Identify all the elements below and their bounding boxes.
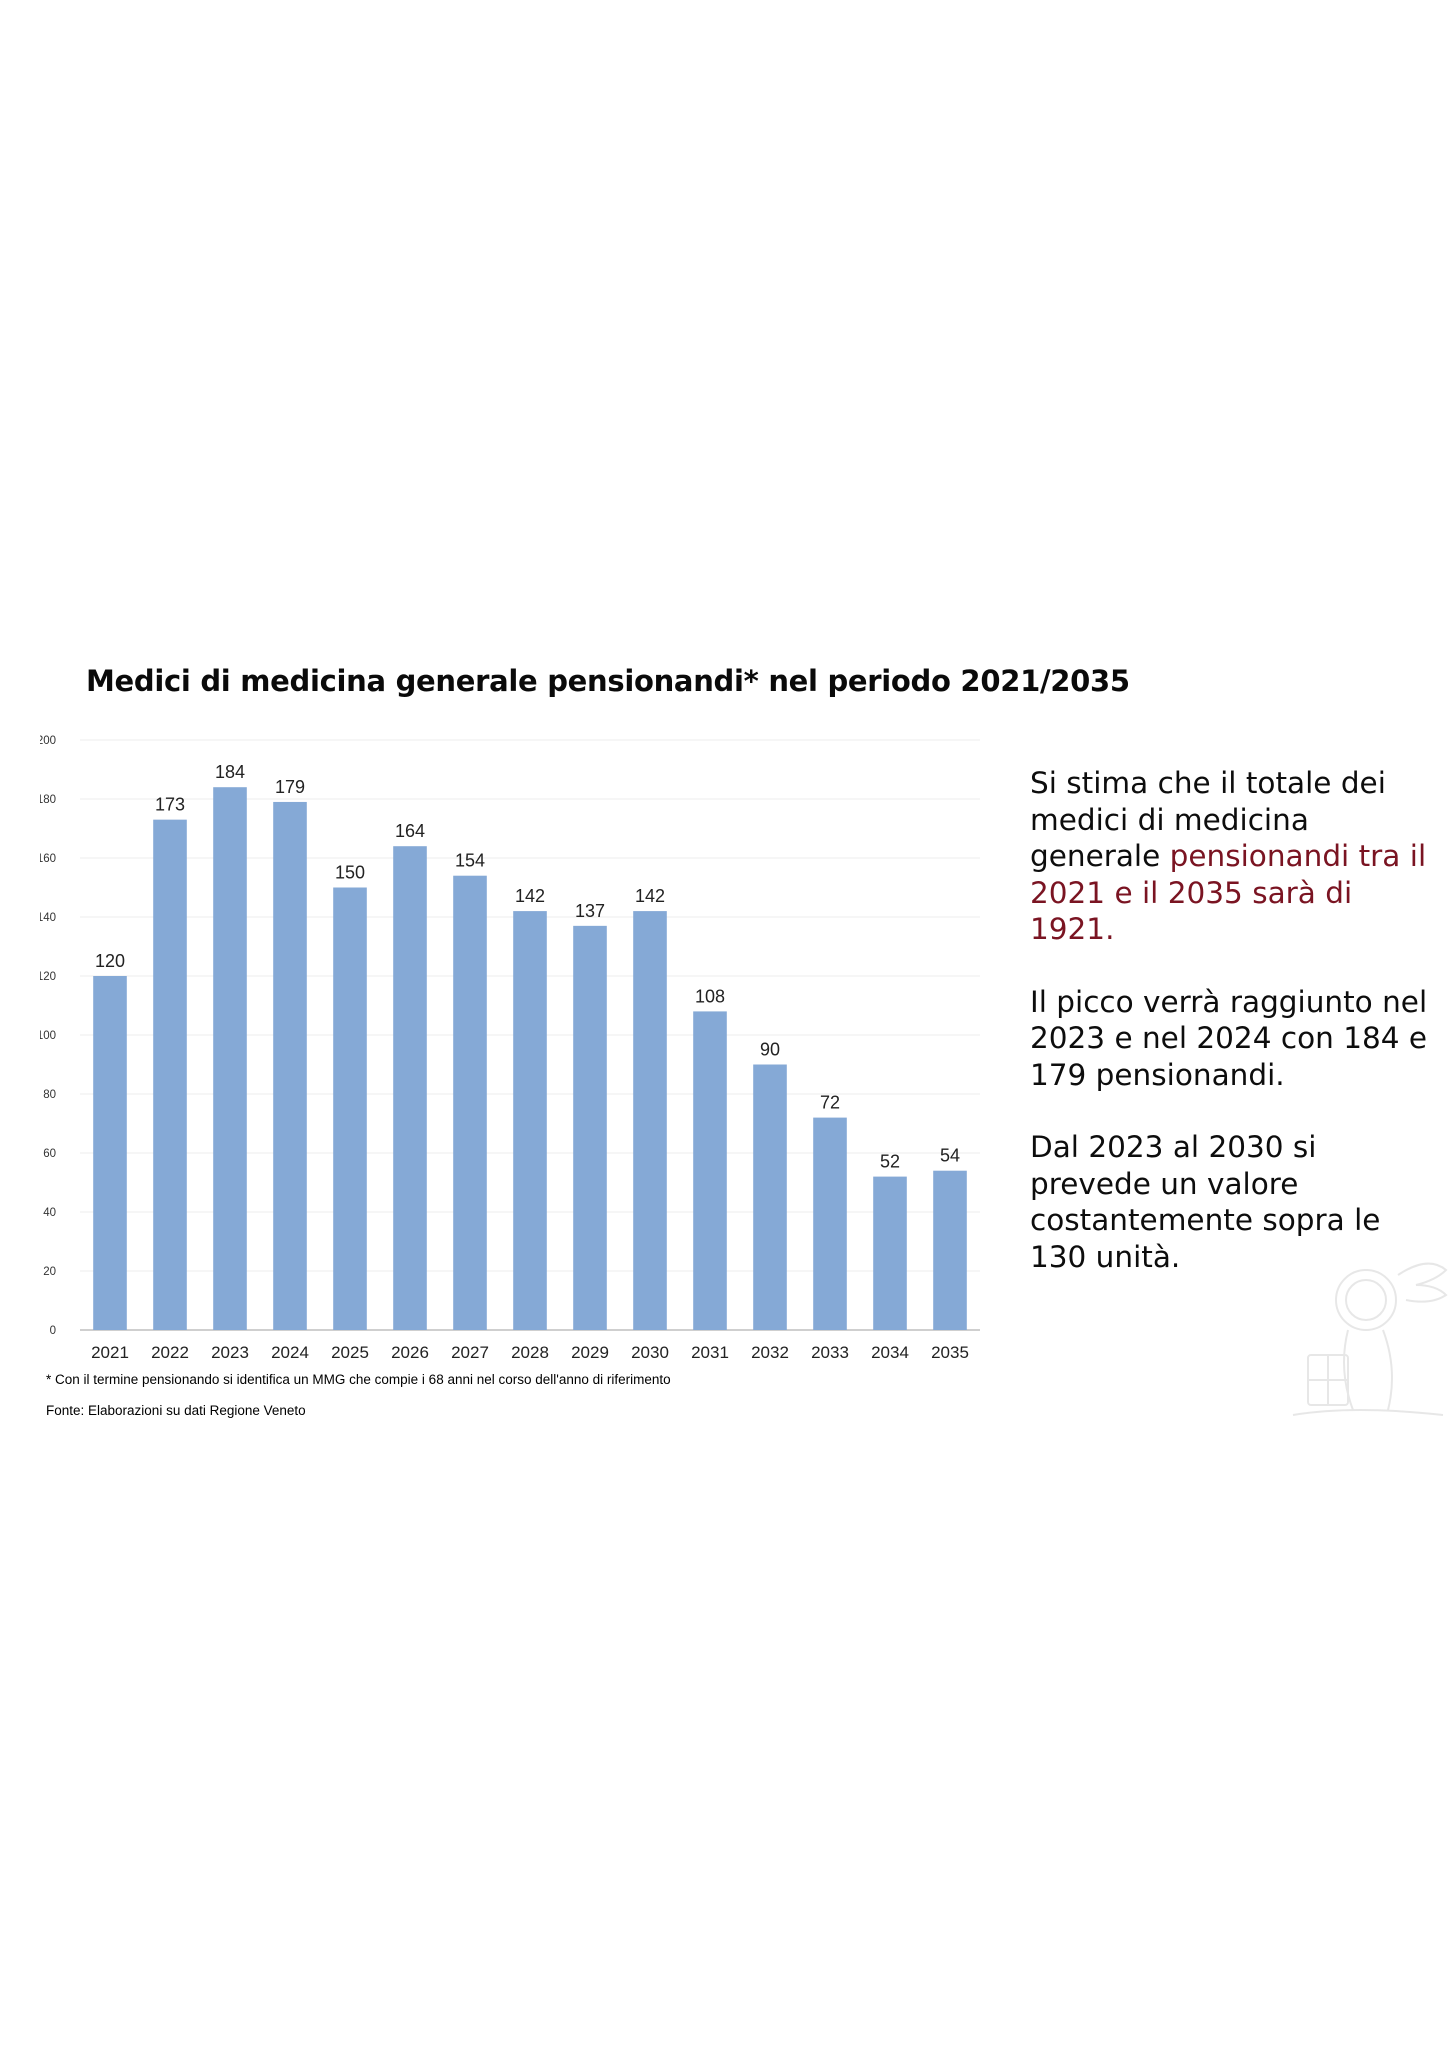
x-tick-label: 2030 <box>631 1343 669 1362</box>
summary-p1-highlight: pensionandi tra il 2021 e il 2035 sarà d… <box>1030 839 1427 946</box>
summary-paragraph-3: Dal 2023 al 2030 si prevede un valore co… <box>1030 1130 1381 1274</box>
data-label: 137 <box>575 901 605 921</box>
bar <box>693 1011 727 1330</box>
x-tick-label: 2026 <box>391 1343 429 1362</box>
bar <box>753 1064 787 1330</box>
data-label: 52 <box>880 1152 900 1172</box>
bar <box>213 787 247 1330</box>
data-label: 184 <box>215 762 245 782</box>
y-tick-label: 180 <box>40 794 56 806</box>
winged-lion-watermark-icon <box>1292 1262 1448 1416</box>
bar <box>513 911 547 1330</box>
x-tick-label: 2034 <box>871 1343 909 1362</box>
x-tick-label: 2022 <box>151 1343 189 1362</box>
bar-chart: 0 20 40 60 80 100 120 140 160 180 200 120 173 184 179… <box>40 735 980 1362</box>
x-tick-label: 2024 <box>271 1343 309 1362</box>
bar <box>393 846 427 1330</box>
data-label: 154 <box>455 851 485 871</box>
x-tick-label: 2032 <box>751 1343 789 1362</box>
bar <box>153 819 187 1330</box>
x-tick-label: 2028 <box>511 1343 549 1362</box>
x-tick-label: 2025 <box>331 1343 369 1362</box>
chart-title: Medici di medicina generale pensionandi*… <box>86 664 1130 698</box>
bar <box>93 976 127 1330</box>
y-tick-label: 160 <box>40 853 56 865</box>
summary-p1-text: Si stima che il totale dei medici di med… <box>1030 766 1386 873</box>
y-tick-label: 80 <box>43 1089 56 1101</box>
bar <box>933 1170 967 1330</box>
y-tick-label: 200 <box>40 735 56 747</box>
x-tick-label: 2027 <box>451 1343 489 1362</box>
y-axis-ticks: 0 20 40 60 80 100 120 140 160 180 200 <box>40 735 56 1337</box>
x-tick-label: 2021 <box>91 1343 129 1362</box>
bar <box>813 1117 847 1330</box>
bar <box>453 875 487 1330</box>
x-tick-label: 2029 <box>571 1343 609 1362</box>
bar <box>333 887 367 1330</box>
bar <box>273 801 307 1330</box>
footnote: * Con il termine pensionando si identifi… <box>46 1372 671 1387</box>
data-labels: 120 173 184 179 150 164 154 142 137 142 108 90 72 52 5… <box>95 762 960 1171</box>
summary-paragraph-1: Si stima che il totale dei medici di med… <box>1030 765 1430 948</box>
y-tick-label: 0 <box>50 1325 56 1337</box>
x-tick-label: 2023 <box>211 1343 249 1362</box>
source-note: Fonte: Elaborazioni su dati Regione Vene… <box>46 1403 306 1418</box>
data-label: 142 <box>515 886 545 906</box>
data-label: 54 <box>940 1146 960 1166</box>
data-label: 72 <box>820 1093 840 1113</box>
y-tick-label: 20 <box>43 1266 56 1278</box>
y-tick-label: 120 <box>40 971 56 983</box>
bar <box>633 911 667 1330</box>
bar <box>573 925 607 1330</box>
data-label: 150 <box>335 863 365 883</box>
bars <box>93 787 967 1330</box>
x-axis-ticks: 2021 2022 2023 2024 2025 2026 2027 2028 2029 2030… <box>91 1343 969 1362</box>
summary-text: Si stima che il totale dei medici di med… <box>1030 765 1430 1311</box>
y-tick-label: 140 <box>40 912 56 924</box>
x-tick-label: 2033 <box>811 1343 849 1362</box>
bar <box>873 1176 907 1330</box>
data-label: 90 <box>760 1040 780 1060</box>
summary-paragraph-2: Il picco verrà raggiunto nel 2023 e nel … <box>1030 984 1428 1092</box>
y-tick-label: 40 <box>43 1207 56 1219</box>
x-tick-label: 2035 <box>931 1343 969 1362</box>
y-tick-label: 60 <box>43 1148 56 1160</box>
x-tick-label: 2031 <box>691 1343 729 1362</box>
data-label: 120 <box>95 951 125 971</box>
data-label: 179 <box>275 777 305 797</box>
data-label: 164 <box>395 821 425 841</box>
data-label: 173 <box>155 795 185 815</box>
y-tick-label: 100 <box>40 1030 56 1042</box>
data-label: 142 <box>635 886 665 906</box>
data-label: 108 <box>695 986 725 1006</box>
